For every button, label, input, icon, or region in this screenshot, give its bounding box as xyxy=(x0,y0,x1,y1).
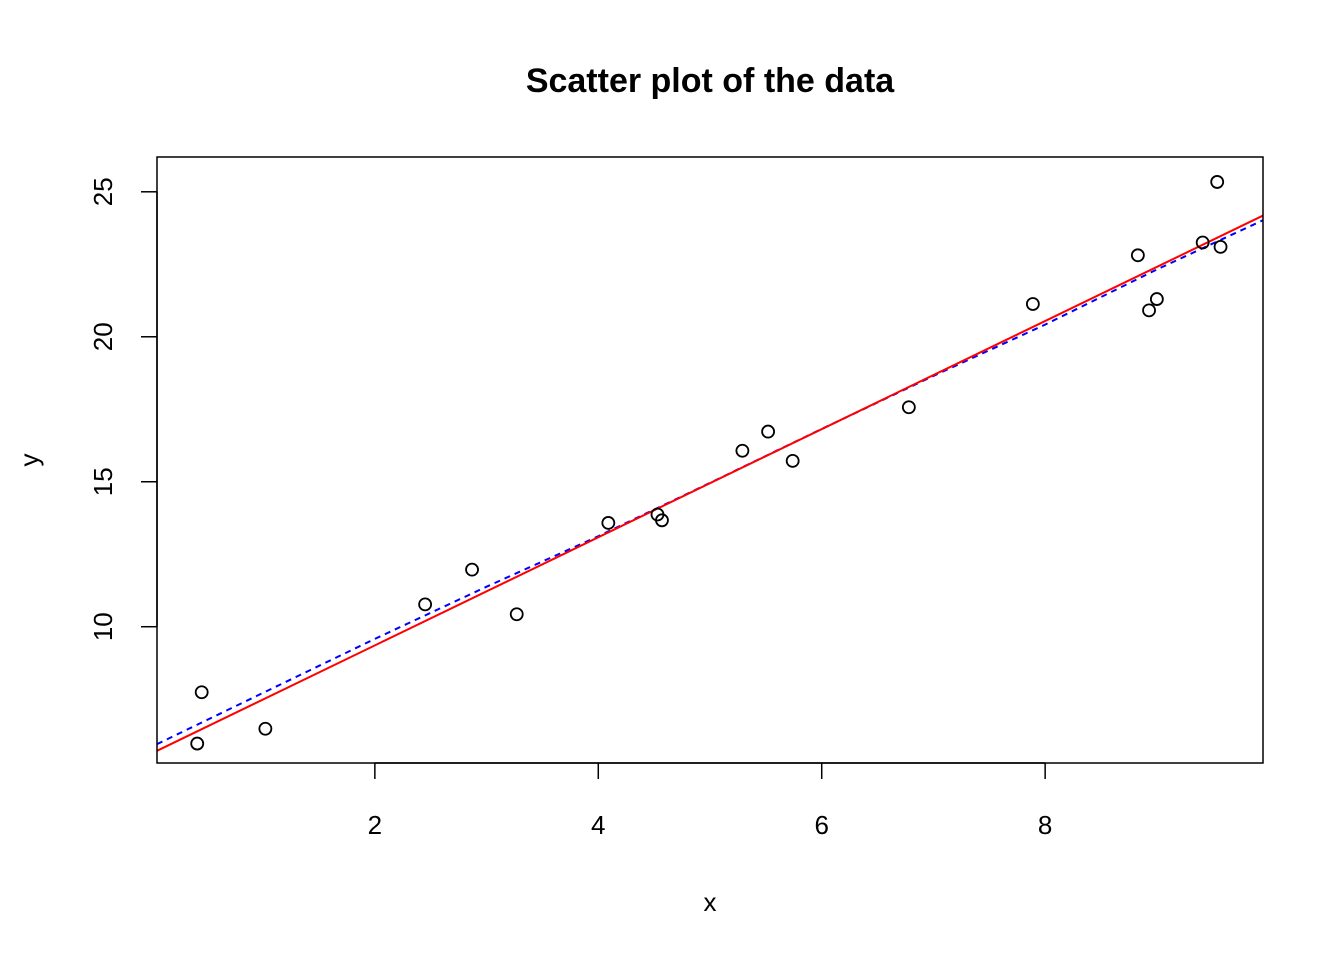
data-point xyxy=(190,736,205,751)
data-point xyxy=(418,597,433,612)
x-axis-label: x xyxy=(704,887,717,917)
data-point xyxy=(655,513,669,528)
data-point xyxy=(509,607,524,622)
plot-box xyxy=(156,156,1264,764)
data-point xyxy=(901,400,916,415)
data-point xyxy=(735,443,750,458)
y-axis-label: y xyxy=(14,454,44,467)
x-tick-label: 6 xyxy=(814,810,828,840)
data-point xyxy=(194,685,209,700)
data-point xyxy=(601,516,616,530)
data-point xyxy=(258,721,273,736)
data-point xyxy=(465,562,479,577)
y-tick-label: 10 xyxy=(88,612,118,641)
y-tick-label: 20 xyxy=(88,322,118,351)
x-tick-label: 8 xyxy=(1038,810,1052,840)
data-point xyxy=(761,424,775,439)
data-point xyxy=(1213,239,1228,254)
x-tick-label: 4 xyxy=(591,810,605,840)
data-point xyxy=(1142,303,1156,318)
data-point xyxy=(1195,235,1210,250)
data-points xyxy=(190,175,1228,751)
data-point xyxy=(1210,175,1225,189)
chart-title: Scatter plot of the data xyxy=(526,62,895,100)
trend-lines xyxy=(156,214,1264,752)
y-tick-label: 15 xyxy=(88,467,118,496)
data-point xyxy=(785,453,800,468)
data-point xyxy=(1149,292,1164,306)
y-tick-label: 25 xyxy=(88,177,118,206)
smooth-line xyxy=(156,219,1264,746)
data-point xyxy=(1025,297,1040,311)
x-tick-label: 2 xyxy=(368,810,382,840)
fit-line xyxy=(156,214,1264,752)
data-point xyxy=(1130,248,1145,263)
